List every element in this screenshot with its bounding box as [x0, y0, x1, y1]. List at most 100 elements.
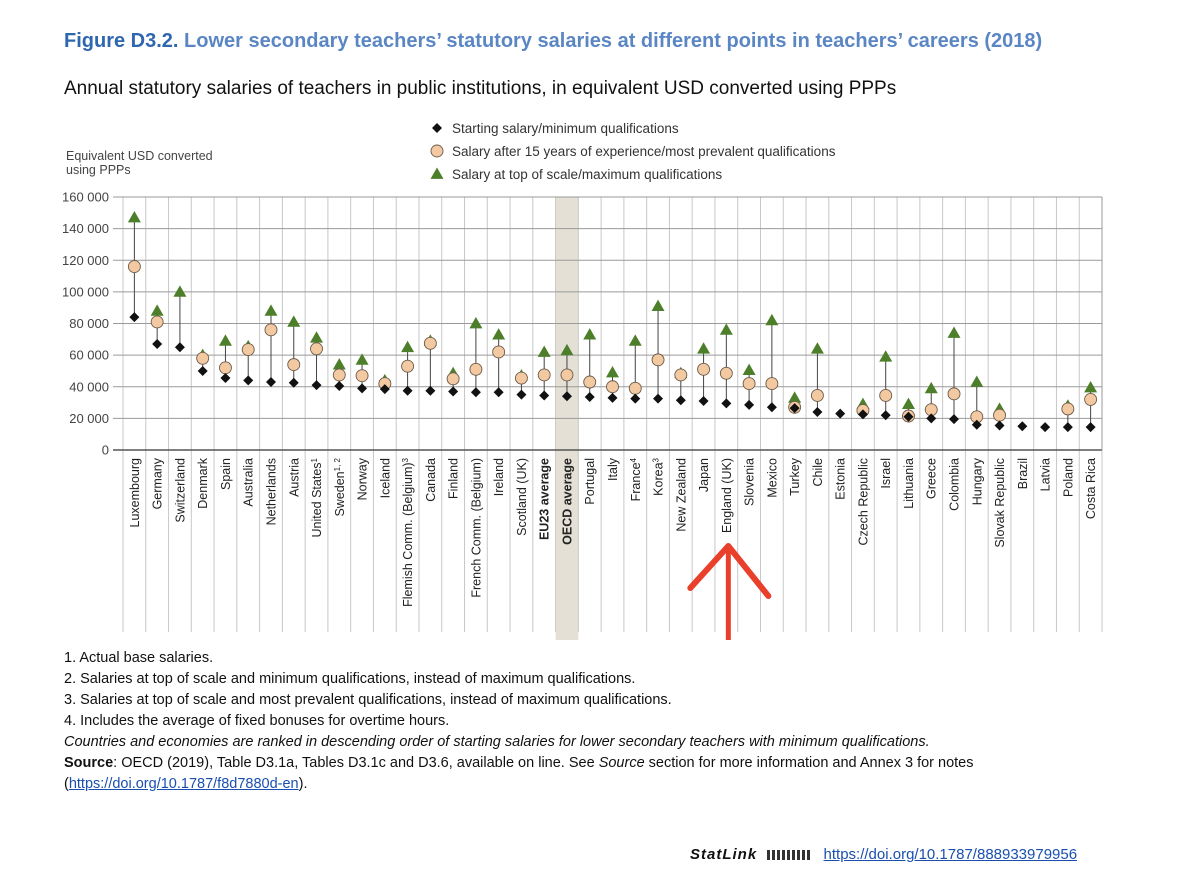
category-label: Italy — [606, 457, 620, 481]
starting-salary-marker — [698, 395, 709, 406]
category-label: Norway — [356, 457, 370, 500]
category-label: Costa Rica — [1084, 458, 1098, 519]
figure-subtitle: Annual statutory salaries of teachers in… — [64, 78, 897, 99]
mid-salary-marker — [651, 353, 665, 367]
top-salary-marker — [218, 334, 232, 346]
category-footnote-mark: 1 — [310, 457, 319, 462]
category-label: Latvia — [1039, 458, 1053, 491]
top-salary-marker — [355, 353, 369, 365]
category-label: Australia — [242, 458, 256, 507]
category-label: Sweden1, 2 — [332, 457, 347, 516]
figure-title-text: Lower secondary teachers’ statutory sala… — [184, 30, 1043, 52]
starting-salary-marker — [744, 399, 755, 410]
mid-salary-marker — [765, 377, 779, 391]
top-salary-marker — [583, 328, 597, 340]
top-salary-marker — [310, 331, 324, 343]
starting-salary-marker — [857, 409, 868, 420]
mid-salary-marker — [628, 381, 642, 395]
starting-salary-marker — [880, 410, 891, 421]
mid-salary-marker — [742, 377, 756, 391]
mid-salary-marker — [355, 369, 369, 383]
ranking-note: Countries and economies are ranked in de… — [64, 734, 930, 750]
starting-salary-marker — [357, 383, 368, 394]
mid-salary-marker — [469, 362, 483, 376]
mid-salary-marker — [606, 380, 619, 394]
y-tick-label: 40 000 — [69, 379, 109, 394]
top-salary-marker — [492, 328, 506, 340]
starting-salary-marker — [1062, 422, 1073, 433]
top-salary-marker — [287, 315, 301, 327]
footnote-2: 2. Salaries at top of scale and minimum … — [64, 671, 636, 687]
category-label: Czech Republic — [856, 458, 870, 546]
category-label: Switzerland — [173, 458, 187, 523]
top-salary-marker — [560, 343, 574, 356]
top-salary-marker — [264, 304, 278, 316]
statlink-url[interactable]: https://doi.org/10.1787/888933979956 — [823, 846, 1078, 863]
figure-number: Figure D3.2. — [64, 30, 179, 52]
starting-salary-marker — [334, 380, 345, 391]
category-label: Lithuania — [902, 458, 916, 509]
starting-salary-marker — [949, 414, 960, 425]
mid-salary-marker — [401, 359, 415, 373]
starting-salary-marker — [152, 339, 163, 350]
y-tick-label: 120 000 — [62, 253, 109, 268]
footnote-4: 4. Includes the average of fixed bonuses… — [64, 713, 450, 729]
top-salary-marker — [606, 366, 619, 378]
mid-salary-marker — [446, 372, 460, 386]
category-label: Japan — [697, 458, 711, 492]
legend-label: Salary at top of scale/maximum qualifica… — [452, 167, 722, 182]
starting-salary-marker — [812, 407, 823, 418]
legend-label: Starting salary/minimum qualifications — [452, 121, 679, 136]
category-label: Canada — [424, 458, 438, 502]
category-label: Portugal — [583, 458, 597, 505]
top-salary-marker — [765, 313, 779, 326]
top-salary-marker — [469, 317, 483, 329]
mid-salary-marker — [1061, 402, 1075, 416]
top-salary-marker — [150, 304, 164, 316]
source-note: Source: OECD (2019), Table D3.1a, Tables… — [64, 753, 1144, 774]
category-footnote-mark: 3 — [651, 457, 660, 462]
mid-salary-marker — [219, 361, 232, 375]
category-label: Slovak Republic — [993, 458, 1007, 548]
mid-salary-marker — [1084, 392, 1098, 406]
starting-salary-marker — [493, 387, 504, 398]
category-label: England (UK) — [720, 458, 734, 533]
starting-salary-marker — [174, 342, 185, 353]
mid-salary-marker — [332, 368, 346, 382]
mid-salary-marker — [287, 358, 301, 372]
mid-salary-marker — [697, 362, 711, 376]
category-label: France4 — [628, 457, 643, 501]
starting-salary-marker — [288, 377, 299, 388]
category-label: Netherlands — [264, 458, 278, 525]
legend-diamond-icon — [432, 123, 442, 133]
statlink: StatLink https://doi.org/10.1787/8889339… — [690, 846, 1077, 863]
y-tick-label: 0 — [102, 443, 109, 458]
statlink-logo-icon — [767, 850, 812, 861]
starting-salary-marker — [926, 413, 937, 424]
y-tick-label: 100 000 — [62, 284, 109, 299]
y-axis-label: using PPPs — [66, 163, 131, 177]
category-label: EU23 average — [538, 458, 552, 540]
top-salary-marker — [970, 375, 984, 387]
category-label: Turkey — [788, 457, 802, 495]
starting-salary-marker — [903, 411, 914, 422]
top-salary-marker — [788, 391, 802, 403]
top-salary-marker — [697, 342, 711, 354]
source-link-line: (https://doi.org/10.1787/f8d7880d-en). — [64, 774, 1144, 795]
category-label: Poland — [1061, 458, 1075, 497]
starting-salary-marker — [675, 395, 686, 406]
source-text-2: section for more information and Annex 3… — [644, 755, 974, 771]
category-label: French Comm. (Belgium) — [469, 458, 483, 598]
mid-salary-marker — [537, 368, 551, 382]
mid-salary-marker — [514, 371, 528, 385]
category-label: Greece — [925, 458, 939, 499]
top-salary-marker — [537, 345, 551, 357]
y-axis-label: Equivalent USD converted — [66, 149, 213, 163]
top-salary-marker — [901, 397, 915, 410]
mid-salary-marker — [241, 343, 255, 357]
starting-salary-marker — [265, 377, 276, 388]
category-label: Brazil — [1016, 458, 1030, 489]
category-label: New Zealand — [674, 458, 688, 532]
starting-salary-marker — [402, 385, 413, 396]
source-doi-link[interactable]: https://doi.org/10.1787/f8d7880d-en — [68, 776, 299, 792]
